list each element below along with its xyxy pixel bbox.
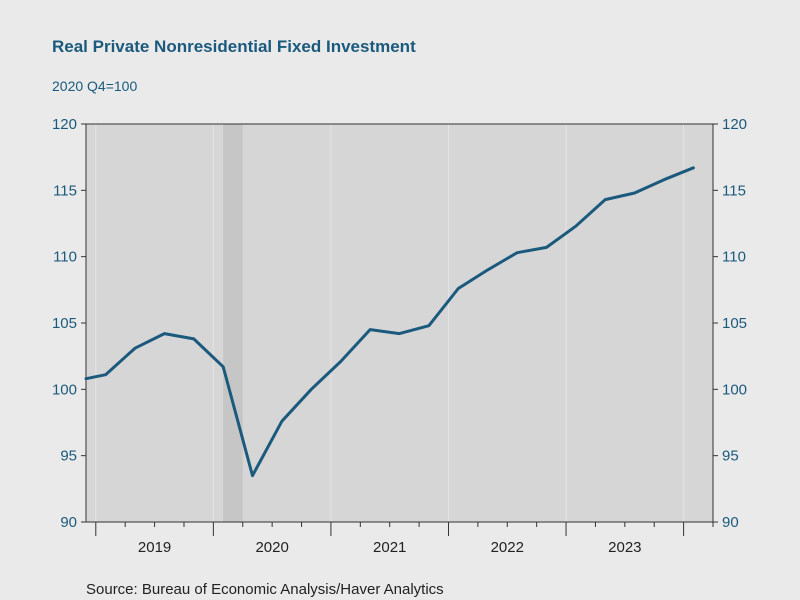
recession-shading-layer	[223, 124, 243, 522]
gridline-layer	[95, 124, 685, 522]
chart-title: Real Private Nonresidential Fixed Invest…	[52, 37, 416, 56]
x-tick-label: 2023	[608, 539, 641, 556]
x-tick-label: 2019	[138, 539, 171, 556]
y-tick-label-left: 95	[60, 448, 77, 465]
source-note: Source: Bureau of Economic Analysis/Have…	[86, 581, 444, 598]
x-tick-label: 2020	[255, 539, 288, 556]
y-tick-label-left: 110	[53, 249, 77, 266]
y-tick-label-right: 100	[722, 381, 747, 398]
y-tick-label-right: 110	[722, 249, 746, 266]
x-tick-label: 2022	[491, 539, 524, 556]
chart-subtitle: 2020 Q4=100	[52, 78, 137, 94]
series-layer	[84, 166, 695, 478]
y-tick-label-right: 90	[722, 514, 739, 531]
y-tick-label-right: 95	[722, 448, 739, 465]
y-tick-label-left: 115	[53, 182, 77, 199]
y-tick-label-left: 100	[52, 381, 77, 398]
y-tick-label-left: 90	[60, 514, 77, 531]
y-tick-label-left: 120	[52, 116, 77, 133]
y-tick-label-right: 105	[722, 315, 747, 332]
y-tick-label-right: 115	[722, 182, 746, 199]
recession-band	[223, 124, 243, 522]
x-tick-label: 2021	[373, 539, 406, 556]
series-line	[84, 166, 695, 478]
y-tick-label-right: 120	[722, 116, 747, 133]
plot-area	[86, 124, 713, 522]
y-tick-label-left: 105	[52, 315, 77, 332]
axis-layer: 2019 2020 2021 2022 2023 90 90 95 95 100 100 105 105…	[52, 116, 747, 556]
